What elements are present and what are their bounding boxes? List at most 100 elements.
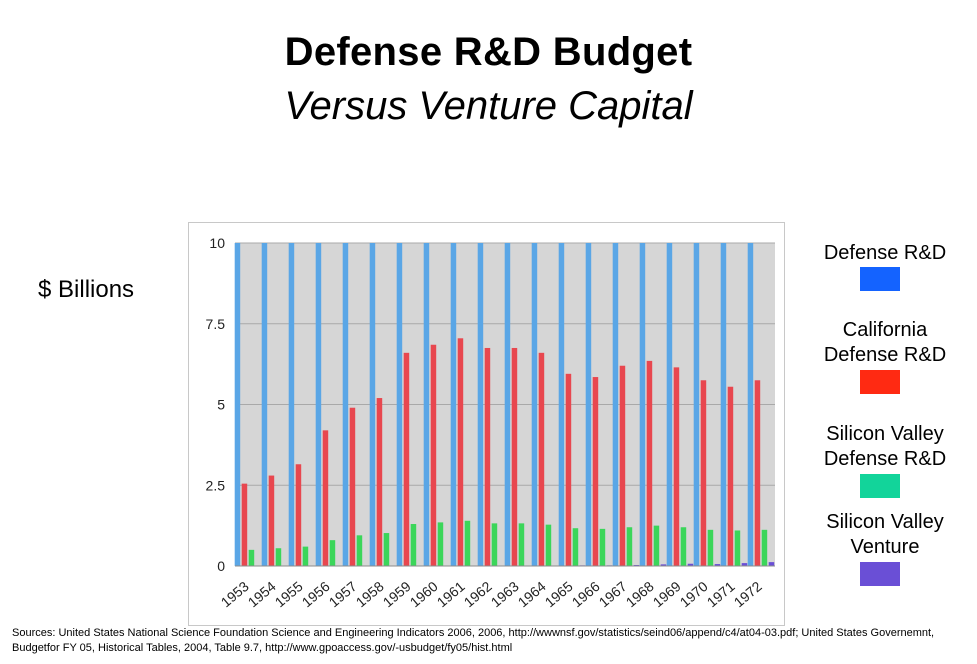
x-tick-label: 1965	[542, 578, 576, 610]
bar	[639, 243, 646, 566]
chart-frame: 0 2.5 5 7.5 10 1953 1954 1955 1956 1957 1958 1959 19…	[188, 222, 785, 626]
legend-item: California Defense R&D	[800, 318, 970, 368]
bar	[423, 243, 430, 566]
bar	[491, 523, 498, 566]
bar	[261, 243, 268, 566]
bar	[653, 525, 660, 566]
bar	[693, 243, 700, 566]
bar	[295, 464, 302, 566]
y-tick-label: 2.5	[206, 477, 226, 493]
y-tick-label: 7.5	[206, 316, 226, 332]
x-tick-label: 1960	[407, 578, 441, 610]
x-tick-label: 1955	[272, 578, 306, 610]
bar	[646, 360, 653, 566]
bar	[464, 520, 471, 566]
bar	[619, 365, 626, 566]
x-tick-label: 1967	[596, 578, 630, 610]
bar	[585, 243, 592, 566]
bar	[666, 243, 673, 566]
y-tick-label: 0	[217, 558, 225, 574]
bar	[342, 243, 349, 566]
x-tick-label: 1972	[731, 578, 765, 610]
bar	[538, 352, 545, 566]
bar	[720, 243, 727, 566]
bar	[545, 524, 552, 566]
bar	[734, 530, 741, 566]
slide-title: Defense R&D Budget	[284, 30, 693, 74]
slide-subtitle: Versus Venture Capital	[284, 84, 693, 128]
x-tick-label: 1964	[515, 578, 549, 610]
legend-label: Defense R&D	[823, 344, 947, 366]
bar	[572, 528, 579, 566]
legend-item: Silicon Valley Venture	[800, 510, 970, 560]
legend-swatch	[860, 474, 900, 498]
x-tick-label: 1954	[245, 578, 279, 610]
x-tick-label: 1966	[569, 578, 603, 610]
y-tick-label: 10	[209, 235, 225, 251]
legend-label: Defense R&D	[823, 242, 947, 264]
bar	[558, 243, 565, 566]
bar	[322, 430, 329, 566]
bar	[747, 243, 754, 566]
bar	[477, 243, 484, 566]
bar	[315, 243, 322, 566]
x-tick-label: 1962	[461, 578, 495, 610]
legend-swatch	[860, 370, 900, 394]
bar	[268, 475, 275, 566]
bar	[518, 523, 525, 566]
bar	[356, 535, 363, 566]
legend-label: Defense R&D	[823, 448, 947, 470]
bar	[410, 524, 417, 566]
bar-chart: 02.557.510195319541955195619571958195919…	[206, 235, 775, 610]
bar	[727, 386, 734, 566]
bar	[430, 344, 437, 566]
legend-swatch	[860, 267, 900, 291]
bar	[626, 527, 633, 566]
bar	[599, 528, 606, 566]
legend-item: Defense R&D	[800, 241, 970, 266]
bar	[234, 243, 241, 566]
legend-label: Venture	[850, 536, 920, 558]
bar	[241, 483, 248, 566]
bar	[437, 522, 444, 566]
bar	[741, 563, 748, 566]
bar	[673, 367, 680, 566]
x-tick-label: 1971	[704, 578, 738, 610]
x-tick-label: 1956	[299, 578, 333, 610]
bar	[531, 243, 538, 566]
bar	[612, 243, 619, 566]
x-tick-label: 1968	[623, 578, 657, 610]
bar	[484, 347, 491, 566]
bar	[592, 377, 599, 566]
bar	[707, 529, 714, 566]
bar	[700, 380, 707, 566]
bar	[275, 548, 282, 566]
legend-item: Silicon Valley Defense R&D	[800, 422, 970, 472]
bar	[376, 398, 383, 566]
bar	[450, 243, 457, 566]
bar	[248, 549, 255, 566]
bar	[660, 564, 667, 566]
x-tick-label: 1963	[488, 578, 522, 610]
bar	[403, 352, 410, 566]
bar	[714, 564, 721, 566]
bar	[349, 407, 356, 566]
x-tick-label: 1961	[434, 578, 468, 610]
x-tick-label: 1970	[677, 578, 711, 610]
bar	[302, 546, 309, 566]
bar	[457, 338, 464, 566]
legend-label: California	[842, 319, 928, 341]
bar	[369, 243, 376, 566]
bar	[511, 347, 518, 566]
bar	[504, 243, 511, 566]
bar	[288, 243, 295, 566]
bar	[565, 373, 572, 566]
legend-label: Silicon Valley	[826, 423, 944, 445]
legend-label: Silicon Valley	[826, 511, 944, 533]
bar	[396, 243, 403, 566]
sources-note: Sources: United States National Science …	[12, 627, 935, 654]
x-tick-label: 1958	[353, 578, 387, 610]
legend-swatch	[860, 562, 900, 586]
x-tick-label: 1957	[326, 578, 360, 610]
x-tick-label: 1959	[380, 578, 414, 610]
